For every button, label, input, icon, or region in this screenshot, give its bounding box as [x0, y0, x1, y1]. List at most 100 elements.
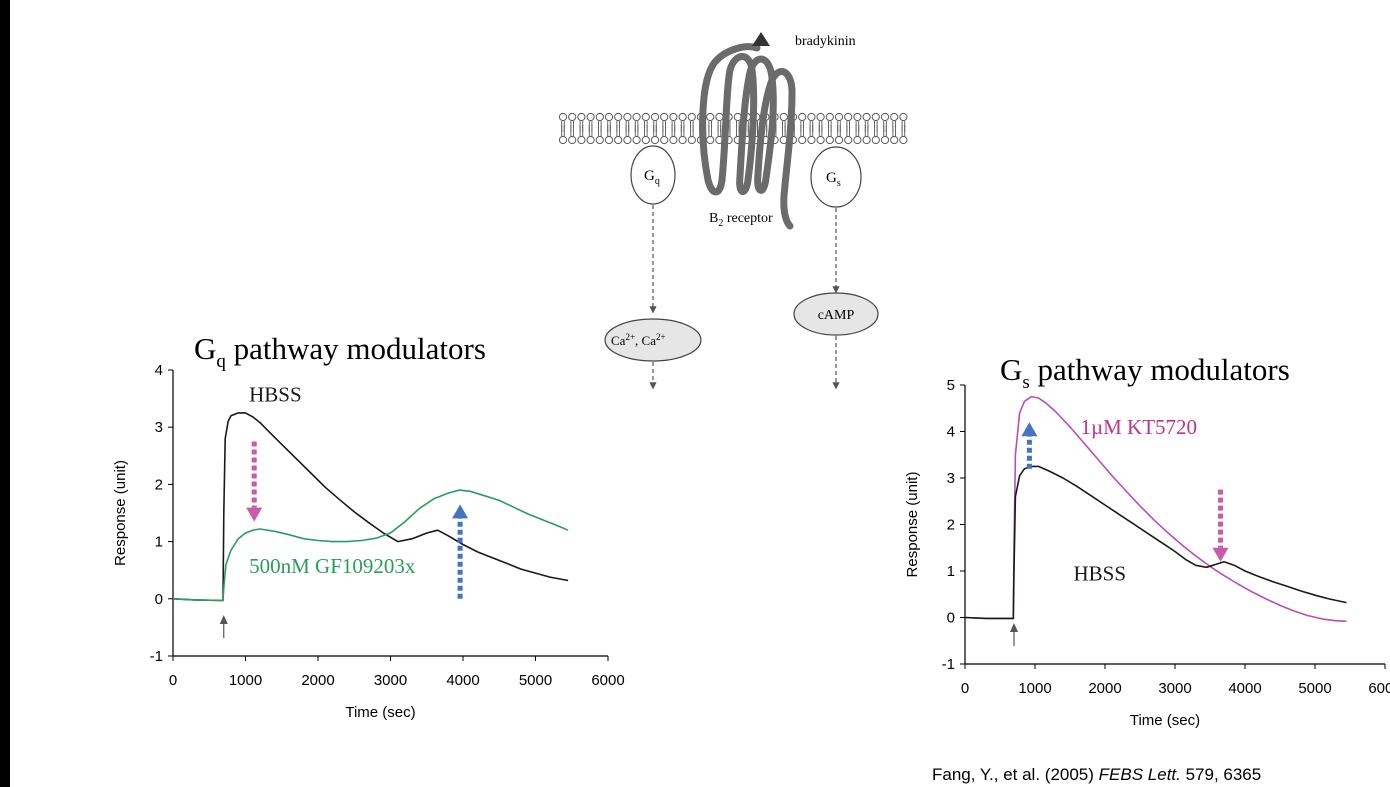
calcium-node [604, 318, 702, 362]
lipid-bottom [558, 125, 568, 145]
lipid-top [669, 112, 678, 132]
lipid-bottom [669, 125, 678, 145]
lipid-bottom [678, 125, 687, 145]
gq-protein-node [630, 145, 676, 205]
lipid-bottom [604, 125, 614, 145]
x-tick-label: 4000 [1228, 680, 1261, 697]
lipid-top [650, 112, 660, 132]
lipid-bottom [687, 125, 696, 145]
lipid-top [586, 112, 595, 132]
lipid-top [568, 112, 577, 132]
y-tick-label: 2 [155, 476, 163, 493]
lipid-top [871, 112, 880, 132]
lipid-bottom [595, 125, 604, 145]
lipid-top [623, 112, 632, 132]
lipid-bottom [825, 125, 834, 145]
lipid-top [862, 112, 871, 132]
series-line [172, 412, 569, 602]
lipid-top [614, 112, 623, 132]
x-tick-label: 1000 [229, 672, 262, 689]
lipid-top [779, 112, 788, 132]
signaling-diagram: bradykinin B2 receptor Gq Gs Ca2+, Ca2+ … [558, 32, 908, 390]
lipid-top [604, 112, 614, 132]
lipid-bottom [798, 125, 807, 145]
x-tick-label: 5000 [1298, 680, 1331, 697]
y-tick-label: 0 [155, 591, 163, 608]
lipid-bottom [862, 125, 871, 145]
left-border-bar [0, 0, 10, 787]
lipid-top [880, 112, 890, 132]
decrease-arrow [1212, 489, 1229, 562]
x-axis-label: Time (sec) [1130, 712, 1200, 729]
y-axis-label: Response (unit) [112, 460, 129, 566]
lipid-bottom [807, 125, 816, 145]
b2-receptor-label: B2 receptor [709, 211, 773, 229]
lipid-top [558, 112, 568, 132]
lipid-bottom [623, 125, 632, 145]
y-tick-label: 2 [947, 517, 955, 534]
y-tick-label: 1 [947, 563, 955, 580]
series-label: 1µM KT5720 [1081, 415, 1198, 439]
lipid-bottom [871, 125, 880, 145]
series-label: HBSS [249, 382, 302, 406]
y-tick-label: -1 [150, 648, 163, 665]
x-tick-label: 1000 [1018, 680, 1051, 697]
y-tick-label: 5 [947, 377, 955, 394]
camp-node [793, 292, 879, 336]
lipid-top [687, 112, 696, 132]
lipid-top [816, 112, 825, 132]
decrease-arrow [246, 441, 263, 522]
cell-membrane [558, 112, 908, 145]
chart-title: Gs pathway modulators [1000, 352, 1290, 393]
x-tick-label: 0 [961, 680, 969, 697]
lipid-top [844, 112, 853, 132]
x-tick-label: 6000 [1368, 680, 1390, 697]
y-tick-label: 3 [155, 419, 163, 436]
y-tick-label: 3 [947, 470, 955, 487]
lipid-top [890, 112, 899, 132]
lipid-bottom [650, 125, 660, 145]
y-tick-label: -1 [942, 656, 955, 673]
x-axis-label: Time (sec) [345, 704, 415, 721]
x-tick-label: 2000 [1088, 680, 1121, 697]
series-line [964, 395, 1347, 622]
x-tick-label: 4000 [446, 672, 479, 689]
lipid-bottom [614, 125, 623, 145]
lipid-top [825, 112, 834, 132]
y-tick-label: 4 [947, 424, 955, 441]
x-tick-label: 3000 [374, 672, 407, 689]
increase-arrow [452, 504, 469, 599]
lipid-bottom [880, 125, 890, 145]
y-tick-label: 1 [155, 534, 163, 551]
x-tick-label: 5000 [519, 672, 552, 689]
injection-arrow [1010, 623, 1018, 646]
gs-chart: Gs pathway modulators -1 0 1 2 3 4 5 0 1000 2000 30… [904, 352, 1390, 729]
y-tick-label: 0 [947, 610, 955, 627]
gq-label: Gq [644, 168, 660, 187]
gs-protein-node [810, 146, 862, 208]
lipid-bottom [586, 125, 595, 145]
x-tick-label: 2000 [301, 672, 334, 689]
lipid-top [595, 112, 604, 132]
lipid-top [706, 112, 715, 132]
lipid-bottom [890, 125, 899, 145]
lipid-top [853, 112, 862, 132]
lipid-top [834, 112, 844, 132]
calcium-label: Ca2+, Ca2+ [611, 332, 666, 348]
lipid-top [660, 112, 669, 132]
injection-arrow [219, 615, 228, 638]
x-tick-label: 3000 [1158, 680, 1191, 697]
lipid-bottom [816, 125, 825, 145]
citation: Fang, Y., et al. (2005) FEBS Lett. 579, … [932, 765, 1261, 784]
series-label: 500nM GF109203x [249, 554, 416, 578]
gq-chart: Gq pathway modulators -1 0 1 2 3 4 0 1000 2000 300… [112, 331, 625, 721]
lipid-bottom [899, 125, 908, 145]
increase-arrow [1021, 422, 1038, 469]
lipid-bottom [632, 125, 641, 145]
y-axis-label: Response (unit) [904, 472, 921, 578]
y-tick-label: 4 [155, 362, 163, 379]
x-tick-label: 6000 [591, 672, 624, 689]
lipid-top [577, 112, 586, 132]
b2-receptor-shape [699, 43, 796, 230]
